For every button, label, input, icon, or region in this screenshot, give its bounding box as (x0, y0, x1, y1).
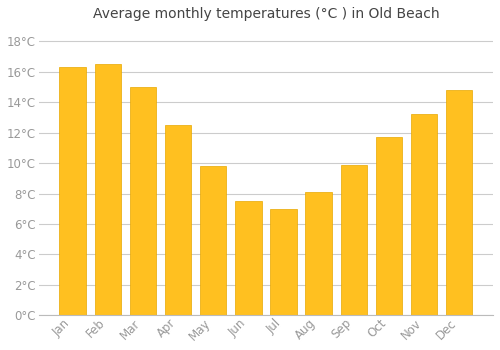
Bar (130, 87, 156, 315)
Bar (411, 114, 438, 315)
Bar (446, 90, 472, 315)
Bar (235, 201, 262, 315)
Bar (376, 137, 402, 315)
Bar (165, 125, 192, 315)
Bar (94, 64, 121, 315)
Bar (340, 164, 367, 315)
Bar (306, 192, 332, 315)
Title: Average monthly temperatures (°C ) in Old Beach: Average monthly temperatures (°C ) in Ol… (92, 7, 440, 21)
Bar (270, 209, 296, 315)
Bar (60, 67, 86, 315)
Bar (200, 166, 226, 315)
